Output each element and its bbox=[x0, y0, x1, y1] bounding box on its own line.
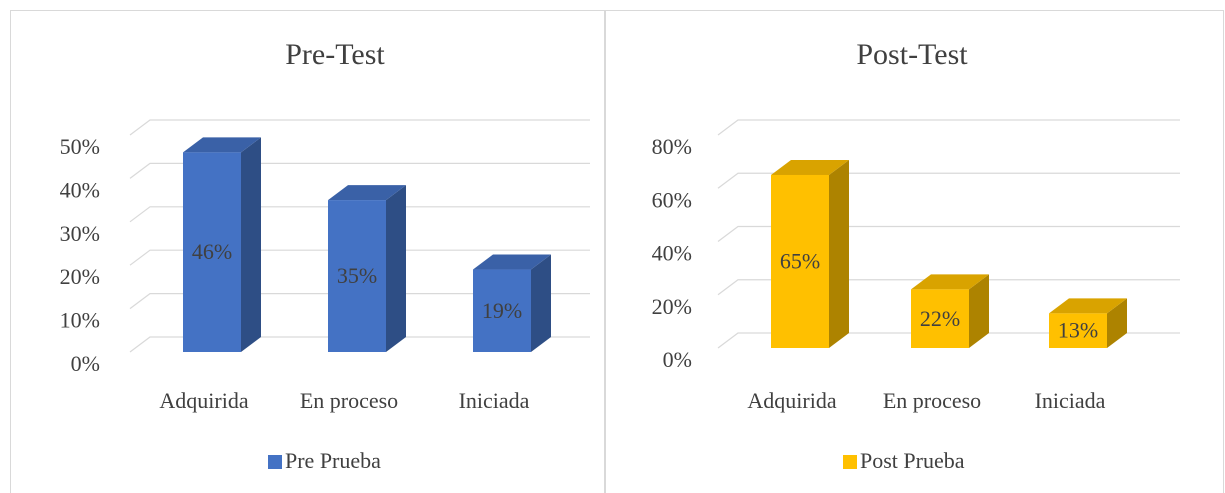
value-label: 46% bbox=[192, 239, 232, 264]
value-label: 22% bbox=[920, 306, 960, 331]
x-tick-label: Adquirida bbox=[159, 388, 248, 413]
legend-label: Pre Prueba bbox=[285, 448, 381, 473]
value-label: 35% bbox=[337, 263, 377, 288]
bar bbox=[473, 269, 531, 352]
y-tick-label: 40% bbox=[60, 177, 100, 202]
bar-top bbox=[473, 254, 551, 270]
grid-line bbox=[717, 119, 1180, 136]
value-label: 13% bbox=[1058, 318, 1098, 343]
y-tick-label: 30% bbox=[60, 221, 100, 246]
y-tick-label: 0% bbox=[663, 347, 692, 372]
grid-line bbox=[129, 293, 590, 310]
panel bbox=[10, 10, 605, 493]
panel bbox=[605, 10, 1224, 493]
bar bbox=[183, 152, 241, 352]
grid-line bbox=[717, 225, 1180, 242]
grid-line bbox=[129, 162, 590, 179]
grid-line bbox=[129, 249, 590, 266]
legend-swatch bbox=[843, 455, 857, 469]
legend-swatch bbox=[268, 455, 282, 469]
chart-title: Pre-Test bbox=[285, 38, 385, 71]
y-tick-label: 60% bbox=[652, 187, 692, 212]
bar-side bbox=[829, 159, 849, 348]
bar bbox=[771, 174, 829, 348]
grid-line bbox=[717, 332, 1180, 349]
y-tick-label: 10% bbox=[60, 308, 100, 333]
grid-line bbox=[717, 279, 1180, 296]
legend-label: Post Prueba bbox=[860, 448, 965, 473]
bar-side bbox=[241, 137, 261, 352]
bar-top bbox=[1049, 298, 1127, 314]
bar bbox=[911, 289, 969, 348]
bar-top bbox=[911, 274, 989, 290]
value-label: 19% bbox=[482, 298, 522, 323]
bar-side bbox=[1107, 298, 1127, 348]
bar bbox=[328, 200, 386, 352]
grid-line bbox=[717, 172, 1180, 189]
x-tick-label: En proceso bbox=[300, 388, 398, 413]
x-tick-label: Iniciada bbox=[459, 388, 530, 413]
bar bbox=[1049, 313, 1107, 348]
y-tick-label: 80% bbox=[652, 134, 692, 159]
x-tick-label: En proceso bbox=[883, 388, 981, 413]
chart-title: Post-Test bbox=[856, 38, 968, 71]
bar-top bbox=[771, 159, 849, 175]
bar-side bbox=[969, 274, 989, 348]
bar-top bbox=[183, 137, 261, 153]
grid-line bbox=[129, 336, 590, 353]
y-tick-label: 20% bbox=[652, 294, 692, 319]
y-tick-label: 50% bbox=[60, 134, 100, 159]
grid-line bbox=[129, 206, 590, 223]
y-tick-label: 0% bbox=[71, 351, 100, 376]
y-tick-label: 20% bbox=[60, 264, 100, 289]
value-label: 65% bbox=[780, 249, 820, 274]
bar-side bbox=[386, 185, 406, 352]
x-tick-label: Iniciada bbox=[1035, 388, 1106, 413]
grid-line bbox=[129, 119, 590, 136]
bar-top bbox=[328, 185, 406, 201]
y-tick-label: 40% bbox=[652, 241, 692, 266]
x-tick-label: Adquirida bbox=[747, 388, 836, 413]
bar-side bbox=[531, 254, 551, 352]
